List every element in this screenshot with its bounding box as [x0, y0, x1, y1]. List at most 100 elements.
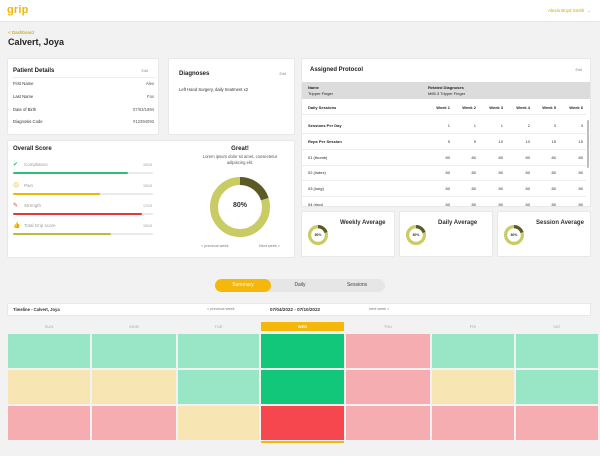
calendar-cell[interactable]	[516, 334, 598, 368]
protocol-row-label: Sessions Per Day	[308, 123, 342, 128]
calendar-cell[interactable]	[261, 406, 344, 440]
protocol-cell: 80	[551, 155, 556, 160]
user-menu[interactable]: Alexis Boyd Smith ⌄	[548, 8, 591, 14]
assigned-protocol-card: Assigned Protocol Edit Name Tripper Fing…	[301, 58, 591, 207]
donut-remaining-segment	[210, 177, 270, 237]
calendar-cell[interactable]	[178, 370, 259, 404]
divider	[302, 149, 586, 150]
calendar-cell[interactable]	[261, 370, 344, 404]
calendar-cell[interactable]	[432, 334, 514, 368]
protocol-cell: 80	[525, 202, 530, 207]
average-donut-label: 80%	[510, 233, 518, 237]
calendar-cell[interactable]	[346, 334, 430, 368]
protocol-scrollbar[interactable]	[587, 120, 589, 168]
protocol-row-label: 03 (long)	[308, 186, 324, 191]
score-progress-bar	[13, 213, 153, 215]
timeline-title: Timeline - Calvert, Joya	[13, 307, 60, 312]
score-message-body: Lorem ipsum dolor sit amet, consectetur …	[202, 154, 278, 165]
score-value: 17/19	[143, 204, 152, 208]
score-previous-week[interactable]: < previous week	[201, 244, 229, 248]
day-header-mon: MON	[129, 324, 139, 329]
tab-daily[interactable]: Daily	[294, 282, 306, 288]
divider	[302, 196, 586, 197]
protocol-name-value: Tripper Finger	[308, 91, 333, 96]
protocol-edit-link[interactable]: Edit	[575, 68, 582, 72]
protocol-cell: 80	[445, 170, 450, 175]
score-value: 15/19	[143, 184, 152, 188]
protocol-cell: 80	[578, 202, 583, 207]
score-label: Total Grip score	[24, 223, 56, 228]
calendar-cell[interactable]	[92, 334, 176, 368]
protocol-cell: 80	[445, 202, 450, 207]
patient-edit-link[interactable]: Edit	[141, 69, 148, 73]
protocol-cell: 80	[525, 186, 530, 191]
protocol-cell: 5	[447, 139, 450, 144]
calendar-cell[interactable]	[8, 370, 90, 404]
user-name: Alexis Boyd Smith	[547, 8, 585, 13]
protocol-cell: 80	[551, 202, 556, 207]
timeline-previous-week[interactable]: < previous week	[207, 307, 235, 311]
day-header-sun: SUN	[44, 324, 54, 329]
protocol-row-label: 01 (thumb)	[308, 155, 328, 160]
overall-score-title: Overall Score	[13, 146, 52, 152]
protocol-cell: 80	[498, 155, 503, 160]
calendar-cell[interactable]	[432, 370, 514, 404]
score-donut-label: 80%	[232, 202, 247, 209]
diagnoses-text: Left Hand Surgery, daily treatment x2	[179, 87, 249, 92]
patient-field-label: First Name	[13, 81, 34, 86]
patient-field-value: Fox	[147, 94, 154, 99]
calendar-cell[interactable]	[8, 406, 90, 440]
chevron-down-icon: ⌄	[587, 8, 591, 13]
donut-remaining-segment	[504, 225, 524, 245]
patient-field-label: Date of Birth	[13, 107, 37, 112]
divider	[302, 180, 586, 181]
protocol-week-header: Week 2	[462, 105, 476, 110]
timeline-next-week[interactable]: next week >	[369, 307, 390, 311]
day-header-sat: SAT	[553, 324, 561, 329]
pain-face-icon: ☹	[13, 183, 20, 189]
calendar-cell[interactable]	[346, 370, 430, 404]
protocol-cell: 80	[498, 202, 503, 207]
protocol-cell: 80	[551, 170, 556, 175]
calendar-cell[interactable]	[178, 334, 259, 368]
calendar-cell[interactable]	[432, 406, 514, 440]
protocol-cell: 10	[525, 139, 530, 144]
protocol-title: Assigned Protocol	[310, 67, 364, 73]
calendar-cell[interactable]	[92, 370, 176, 404]
protocol-cell: 80	[525, 170, 530, 175]
calendar-cell[interactable]	[346, 406, 430, 440]
calendar-cell[interactable]	[92, 406, 176, 440]
score-next-week[interactable]: Next week >	[259, 244, 280, 248]
protocol-cell: 15	[578, 139, 583, 144]
view-tabs: Summary Daily Sessions	[215, 279, 385, 292]
divider	[302, 133, 586, 134]
protocol-cell: 80	[471, 155, 476, 160]
protocol-week-header: Week 4	[516, 105, 530, 110]
timeline-date-range: 07/04/2022 - 07/10/2022	[270, 307, 321, 312]
score-progress-bar	[13, 172, 153, 174]
score-progress-fill	[13, 213, 142, 215]
protocol-cell: 80	[471, 186, 476, 191]
calendar-cell[interactable]	[178, 406, 259, 440]
protocol-row-label: 04 (ring)	[308, 202, 323, 207]
protocol-cell: 80	[551, 186, 556, 191]
tab-summary[interactable]: Summary	[215, 279, 271, 292]
app-logo[interactable]: grip	[7, 4, 29, 16]
calendar-cell[interactable]	[516, 406, 598, 440]
patient-field-label: Last Name	[13, 94, 34, 99]
protocol-cell: 1	[473, 123, 476, 128]
tab-sessions[interactable]: Sessions	[346, 282, 368, 288]
protocol-week-header: Week 1	[436, 105, 450, 110]
calendar-cell[interactable]	[8, 334, 90, 368]
top-bar: grip Alexis Boyd Smith ⌄	[0, 0, 600, 22]
patient-details-title: Patient Details	[13, 68, 55, 74]
diagnoses-edit-link[interactable]: Edit	[279, 72, 286, 76]
calendar-cell[interactable]	[516, 370, 598, 404]
calendar-cell[interactable]	[261, 334, 344, 368]
average-donut-label: 80%	[314, 233, 322, 237]
protocol-cell: 80	[445, 186, 450, 191]
protocol-week-header: Week 3	[489, 105, 503, 110]
protocol-name-label: Name	[308, 85, 319, 90]
patient-field-label: Diagnosis Code	[13, 119, 43, 124]
back-to-dashboard-link[interactable]: < Dashboard	[8, 30, 34, 35]
